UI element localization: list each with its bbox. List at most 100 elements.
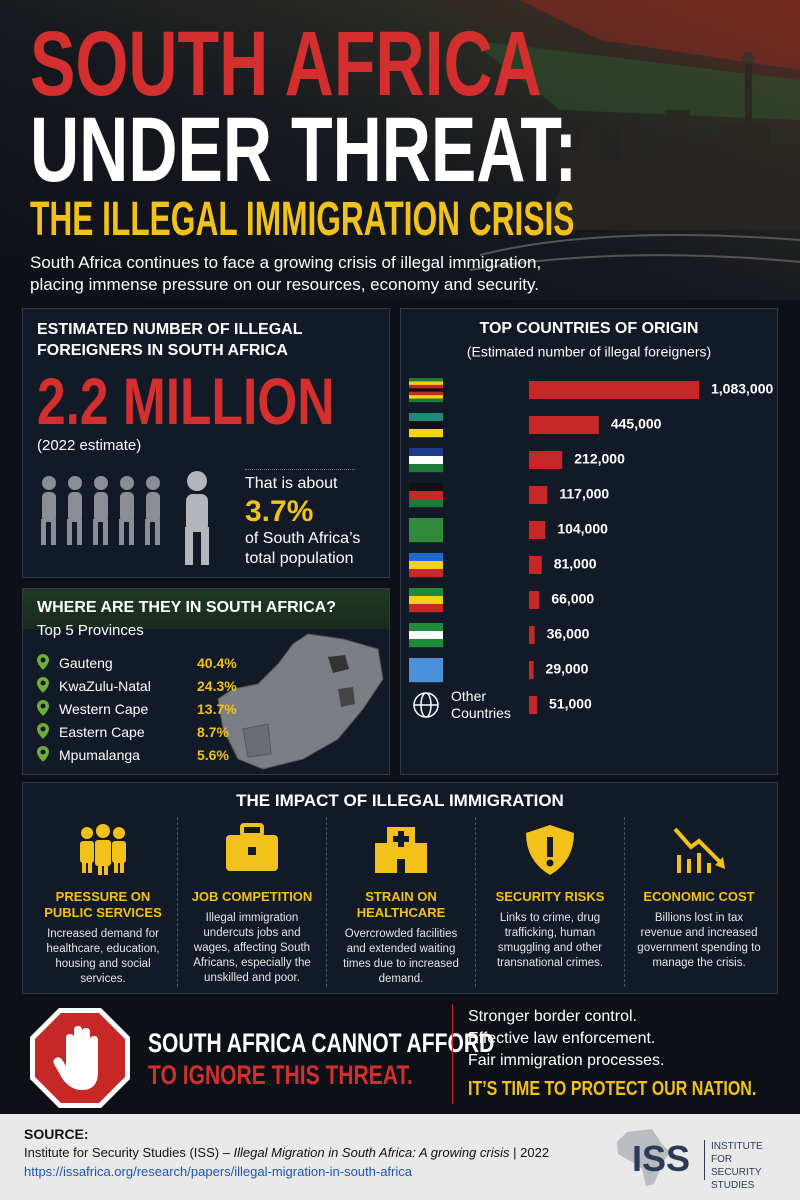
- flag-stripe: [409, 631, 443, 640]
- provinces-panel: WHERE ARE THEY IN SOUTH AFRICA? Top 5 Pr…: [22, 588, 390, 775]
- impact-icon: [226, 823, 278, 871]
- pin-icon: [37, 746, 49, 762]
- flag: [409, 448, 443, 473]
- title-line: SOUTH AFRICA: [30, 13, 542, 115]
- province-name: KwaZulu-Natal: [59, 678, 151, 694]
- flag: [409, 553, 443, 578]
- province-share: 24.3%: [197, 678, 237, 694]
- globe-icon: [413, 692, 439, 718]
- source: SOURCE: Institute for Security Studies (…: [0, 1114, 800, 1200]
- flag-stripe: [409, 674, 443, 683]
- chart-subtitle: (Estimated number of illegal foreigners): [467, 344, 711, 360]
- flag: [409, 518, 443, 543]
- provinces-subheading: Top 5 Provinces: [37, 622, 144, 639]
- impact-icon: [673, 827, 725, 873]
- pin-dot: [40, 749, 46, 755]
- pin-icon: [37, 654, 49, 670]
- impact-item: PRESSURE ON PUBLIC SERVICES Increased dem…: [29, 817, 177, 987]
- impact-icon: [375, 827, 427, 873]
- province-name: Mpumalanga: [59, 747, 140, 763]
- value-label: 117,000: [559, 486, 609, 502]
- value-label: 104,000: [557, 521, 608, 537]
- province-name: Eastern Cape: [59, 724, 145, 740]
- bar: [529, 696, 538, 714]
- flag: [409, 658, 443, 683]
- pin-dot: [40, 726, 46, 732]
- bar: [529, 556, 542, 574]
- icon-shape: [82, 861, 86, 873]
- flag-stripe: [409, 561, 443, 570]
- value-label: 66,000: [551, 591, 594, 607]
- point: Fair immigration processes.: [468, 1052, 665, 1069]
- citation-suffix: | 2022: [509, 1145, 550, 1160]
- flag-stripe: [409, 596, 443, 605]
- bar: [529, 591, 540, 609]
- icon-shape: [96, 824, 110, 838]
- impact-item: ECONOMIC COST Billions lost in tax revenu…: [624, 817, 773, 987]
- province-row: Gauteng 40.4%: [37, 653, 237, 676]
- impact-title: ECONOMIC COST: [643, 889, 755, 904]
- flag-stripe: [409, 391, 443, 396]
- flag-stripe: [409, 413, 443, 422]
- icon-shape: [546, 859, 554, 867]
- citation-title: Illegal Migration in South Africa: A gro…: [233, 1145, 510, 1160]
- callout-line: SOUTH AFRICA CANNOT AFFORD: [148, 1028, 495, 1058]
- divider: [245, 469, 355, 470]
- province-share: 13.7%: [197, 701, 237, 717]
- closing: IT’S TIME TO PROTECT OUR NATION.: [468, 1078, 757, 1100]
- flag-stripe: [409, 588, 443, 597]
- flag: [409, 623, 443, 648]
- title-line: UNDER THREAT:: [30, 99, 578, 201]
- icon-shape: [120, 861, 124, 873]
- divider: [452, 1004, 453, 1104]
- share-suffix: of South Africa’s total population: [245, 530, 361, 567]
- flag-stripe: [409, 604, 443, 613]
- share-value: 3.7%: [245, 495, 314, 528]
- icon-shape: [393, 836, 409, 842]
- province-row: Western Cape 13.7%: [37, 699, 237, 722]
- chart: TOP COUNTRIES OF ORIGIN (Estimated numbe…: [409, 320, 773, 721]
- share-prefix: That is about: [245, 475, 338, 492]
- icon-shape: [715, 857, 725, 869]
- icon-shape: [397, 859, 405, 873]
- pin-dot: [40, 680, 46, 686]
- points: Stronger border control. Effective law en…: [468, 1006, 665, 1072]
- intro: South Africa continues to face a growing…: [30, 253, 542, 294]
- province-share: 8.7%: [197, 724, 229, 740]
- header-art: [469, 0, 800, 271]
- pin-dot: [40, 703, 46, 709]
- point: Stronger border control.: [468, 1008, 637, 1025]
- icon-shape: [415, 843, 427, 873]
- people-icon: [41, 471, 209, 565]
- logo-mark: ISS: [632, 1138, 691, 1179]
- icon-shape: [114, 861, 118, 873]
- impact-text: Links to crime, drug trafficking, human …: [496, 912, 604, 969]
- flag-stripe: [409, 395, 443, 399]
- icon-shape: [113, 827, 125, 839]
- province-share: 5.6%: [197, 747, 229, 763]
- flag-stripe: [409, 429, 443, 438]
- province-row: Mpumalanga 5.6%: [37, 745, 237, 768]
- flag-stripe: [409, 388, 443, 392]
- flag-stripe: [409, 639, 443, 648]
- impact-title: PRESSURE ON PUBLIC SERVICES: [44, 889, 162, 920]
- impact-text: Illegal immigration undercuts jobs and w…: [193, 912, 311, 984]
- chart-title: TOP COUNTRIES OF ORIGIN: [480, 320, 699, 337]
- flag-stripe: [409, 534, 443, 543]
- estimate-panel: ESTIMATED NUMBER OF ILLEGAL FOREIGNERS I…: [22, 308, 390, 578]
- subtitle: THE ILLEGAL IMMIGRATION CRISIS: [30, 193, 575, 246]
- source-url[interactable]: https://issafrica.org/research/papers/il…: [24, 1164, 412, 1179]
- impact-title: STRAIN ON HEALTHCARE: [356, 889, 446, 920]
- icon-shape: [104, 863, 108, 875]
- source-label: SOURCE:: [24, 1126, 89, 1142]
- bar: [529, 521, 546, 539]
- impact-text: Increased demand for healthcare, educati…: [46, 928, 160, 985]
- value-label: 1,083,000: [711, 381, 773, 397]
- icon-shape: [248, 847, 256, 855]
- pin-dot: [40, 657, 46, 663]
- flag-stripe: [409, 569, 443, 578]
- impact-items: PRESSURE ON PUBLIC SERVICES Increased dem…: [29, 817, 773, 987]
- logo-text: INSTITUTE FOR SECURITY STUDIES: [704, 1140, 784, 1191]
- province-name: Gauteng: [59, 655, 113, 671]
